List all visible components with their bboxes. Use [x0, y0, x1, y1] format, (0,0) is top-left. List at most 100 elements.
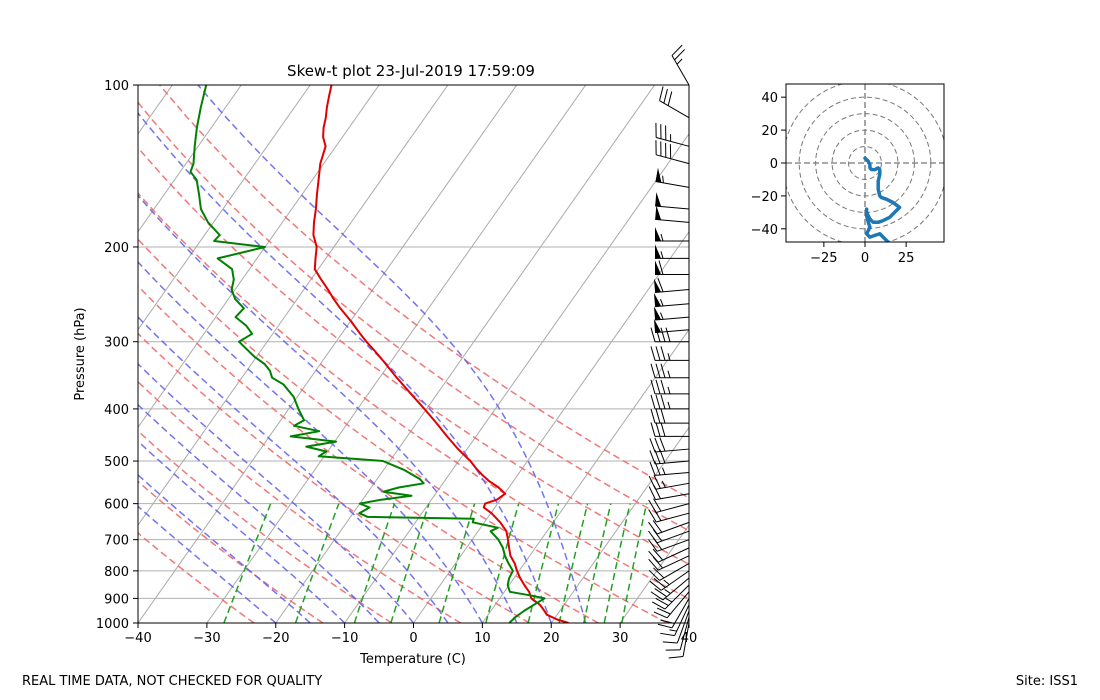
dry-adiabat-260	[138, 480, 324, 623]
site-label: Site: ISS1	[1015, 674, 1078, 689]
y-tick-label-900: 900	[104, 592, 129, 607]
y-tick-label-400: 400	[104, 403, 129, 418]
wind-barb-725	[648, 547, 690, 563]
dewpoint-profile	[189, 85, 546, 623]
isotherm--10	[344, 132, 689, 623]
isotherm--60	[138, 85, 380, 429]
mixing-ratio-3	[390, 503, 430, 623]
isotherm-40	[688, 622, 689, 623]
skewt-title: Skew-t plot 23-Jul-2019 17:59:09	[287, 62, 535, 80]
hodo-y-label--40: −40	[751, 223, 778, 238]
moist-adiabat--15	[138, 473, 311, 623]
moist-adiabat--20	[138, 505, 277, 623]
dry-adiabat-330	[138, 146, 689, 566]
isotherm--110	[0, 85, 35, 623]
isotherm--70	[138, 85, 311, 331]
wind-barb-285	[653, 318, 690, 334]
wind-barb-850	[651, 584, 690, 610]
wind-barb-195	[655, 227, 689, 242]
y-tick-label-200: 200	[104, 241, 129, 256]
wind-barb-775	[648, 563, 690, 581]
mixing-ratio-28	[621, 503, 648, 623]
moist-adiabat-5	[138, 316, 449, 623]
hodo-x-label-0: 0	[861, 251, 869, 266]
y-tick-label-100: 100	[104, 79, 129, 94]
wind-barb-115	[659, 86, 690, 119]
skewt-ylabel: Pressure (hPa)	[73, 307, 88, 400]
x-tick-label--10: −10	[331, 631, 358, 646]
wind-barb-140	[655, 140, 690, 165]
skewt-x-ticks: −40 −30 −20 −10 0 10 20 30 40	[124, 623, 697, 646]
x-tick-label--40: −40	[124, 631, 151, 646]
wind-barb-130	[655, 122, 690, 147]
wind-barb-325	[650, 346, 689, 361]
mixing-ratio-0.4	[223, 503, 272, 623]
wind-barb-800	[649, 570, 690, 591]
skewt-reference-lines	[0, 85, 689, 623]
wind-barb-925	[660, 604, 690, 637]
x-tick-label-10: 10	[474, 631, 491, 646]
wind-barb-270	[653, 306, 690, 321]
skewt-y-ticks: 100 200 300 400 500 600 700 800 900 1000	[96, 79, 138, 632]
isotherm--100	[0, 85, 104, 623]
dry-adiabat-280	[138, 380, 462, 623]
y-tick-label-700: 700	[104, 534, 129, 549]
moist-adiabat-0	[138, 362, 415, 623]
y-tick-label-500: 500	[104, 455, 129, 470]
wind-barb-350	[650, 363, 689, 379]
wind-barb-400	[650, 394, 689, 410]
wind-barb-180	[655, 205, 690, 223]
wind-barb-650	[648, 520, 690, 535]
hodo-y-label--20: −20	[751, 190, 778, 205]
mixing-ratio-1	[294, 503, 340, 623]
hodo-ring-40	[798, 96, 932, 230]
skewt-plot: Skew-t plot 23-Jul-2019 17:59:09 −40 −30−…	[0, 44, 697, 667]
isotherm-30	[619, 524, 689, 623]
hodo-ring-20	[831, 129, 899, 197]
wind-barb-825	[650, 577, 690, 601]
skewt-xlabel: Temperature (C)	[359, 652, 466, 667]
mixing-ratio-16	[558, 503, 589, 623]
y-tick-label-800: 800	[104, 565, 129, 580]
wind-barb-1000	[668, 622, 690, 659]
x-tick-label--20: −20	[262, 631, 289, 646]
hodo-y-label-20: 20	[761, 124, 778, 139]
isotherm-20	[550, 426, 689, 623]
quality-disclaimer: REAL TIME DATA, NOT CHECKED FOR QUALITY	[22, 674, 323, 689]
y-tick-label-600: 600	[104, 498, 129, 513]
wind-barb-255	[653, 292, 690, 308]
mixing-ratio-20	[583, 503, 612, 623]
dry-adiabat-290	[138, 332, 530, 623]
skewt-frame	[137, 84, 690, 624]
x-tick-label-40: 40	[681, 631, 698, 646]
wind-barb-875	[653, 591, 690, 619]
moist-adiabat--10	[138, 440, 346, 623]
hodograph-plot: −25 0 25 −40 −20 0 20 40	[751, 83, 945, 266]
x-tick-label-0: 0	[409, 631, 417, 646]
hodo-y-label-40: 40	[761, 91, 778, 106]
hodo-x-label--25: −25	[810, 251, 837, 266]
moist-adiabat-25	[197, 85, 587, 623]
hodo-ring-30	[815, 113, 915, 213]
hodo-x-label-25: 25	[898, 251, 915, 266]
hodograph-rings	[786, 84, 944, 242]
hodo-trace-line	[863, 156, 902, 242]
y-tick-label-300: 300	[104, 336, 129, 351]
moist-adiabat-15	[138, 194, 518, 623]
moist-adiabat-10	[138, 260, 484, 623]
skewt-gridlines	[138, 85, 689, 623]
dry-adiabat-270	[138, 430, 393, 623]
isotherm--40	[138, 85, 518, 623]
mixing-ratio-24	[603, 503, 631, 623]
temperature-profile	[312, 85, 569, 623]
wind-barb-950	[662, 610, 690, 644]
wind-barb-155	[655, 167, 690, 188]
wind-barb-240	[653, 278, 690, 294]
mixing-ratio-2	[353, 503, 396, 623]
y-tick-label-1000: 1000	[96, 617, 129, 632]
moist-adiabat-20	[138, 111, 552, 623]
dry-adiabat-310	[138, 238, 668, 623]
mixing-ratio-8	[485, 503, 520, 623]
wind-barbs	[648, 44, 690, 659]
